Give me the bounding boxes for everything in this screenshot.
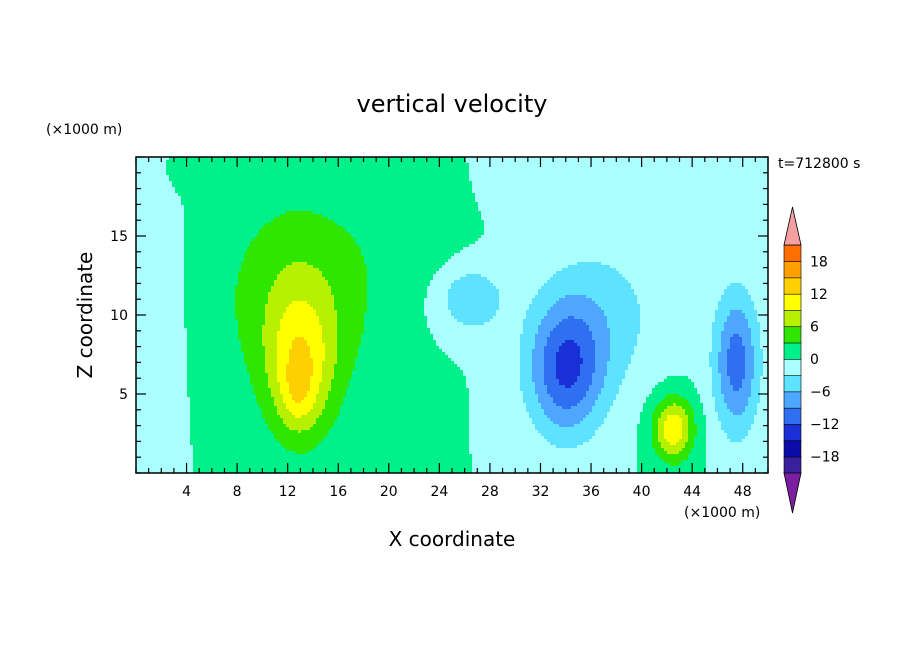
colorbar-tick-label: −18 bbox=[810, 450, 840, 466]
colorbar-band bbox=[784, 392, 801, 409]
colorbar-tick-label: −6 bbox=[810, 385, 831, 401]
colorbar-band bbox=[784, 278, 801, 295]
x-axis-unit: (×1000 m) bbox=[684, 505, 760, 521]
colorbar-band bbox=[784, 326, 801, 343]
x-axis-label: X coordinate bbox=[389, 527, 516, 551]
y-axis-unit: (×1000 m) bbox=[46, 122, 122, 138]
x-tick-label: 36 bbox=[582, 484, 600, 500]
colorbar-band bbox=[784, 424, 801, 441]
x-tick-label: 20 bbox=[380, 484, 398, 500]
colorbar-band bbox=[784, 408, 801, 425]
colorbar-band bbox=[784, 294, 801, 311]
colorbar-band bbox=[784, 375, 801, 392]
colorbar-tick-label: 18 bbox=[810, 254, 828, 270]
y-tick-label: 5 bbox=[119, 387, 128, 403]
colorbar-max-triangle bbox=[784, 207, 801, 245]
colorbar-band bbox=[784, 457, 801, 474]
x-tick-label: 28 bbox=[481, 484, 499, 500]
colorbar-tick-label: 12 bbox=[810, 287, 828, 303]
x-tick-label: 12 bbox=[279, 484, 297, 500]
x-tick-label: 44 bbox=[683, 484, 701, 500]
x-tick-label: 32 bbox=[532, 484, 550, 500]
colorbar-tick-label: 0 bbox=[810, 352, 819, 368]
colorbar-band bbox=[784, 343, 801, 360]
colorbar-tick-label: −12 bbox=[810, 417, 840, 433]
contour-field bbox=[136, 157, 769, 474]
x-tick-label: 48 bbox=[734, 484, 752, 500]
colorbar-band bbox=[784, 310, 801, 327]
colorbar: −18 −12 −6 0 6 12 18 bbox=[784, 207, 840, 513]
time-label: t=712800 s bbox=[778, 156, 860, 172]
x-tick-label: 40 bbox=[633, 484, 651, 500]
colorbar-band bbox=[784, 440, 801, 457]
colorbar-tick-label: 6 bbox=[810, 319, 819, 335]
x-tick-label: 8 bbox=[233, 484, 242, 500]
colorbar-band bbox=[784, 261, 801, 278]
colorbar-min-triangle bbox=[784, 473, 801, 513]
y-tick-label: 15 bbox=[110, 229, 128, 245]
x-tick-label: 16 bbox=[329, 484, 347, 500]
x-tick-label: 24 bbox=[430, 484, 448, 500]
y-tick-label: 10 bbox=[110, 308, 128, 324]
x-tick-label: 4 bbox=[182, 484, 191, 500]
chart-title: vertical velocity bbox=[357, 90, 548, 118]
colorbar-band bbox=[784, 245, 801, 262]
y-axis-label: Z coordinate bbox=[73, 252, 97, 379]
colorbar-band bbox=[784, 359, 801, 376]
